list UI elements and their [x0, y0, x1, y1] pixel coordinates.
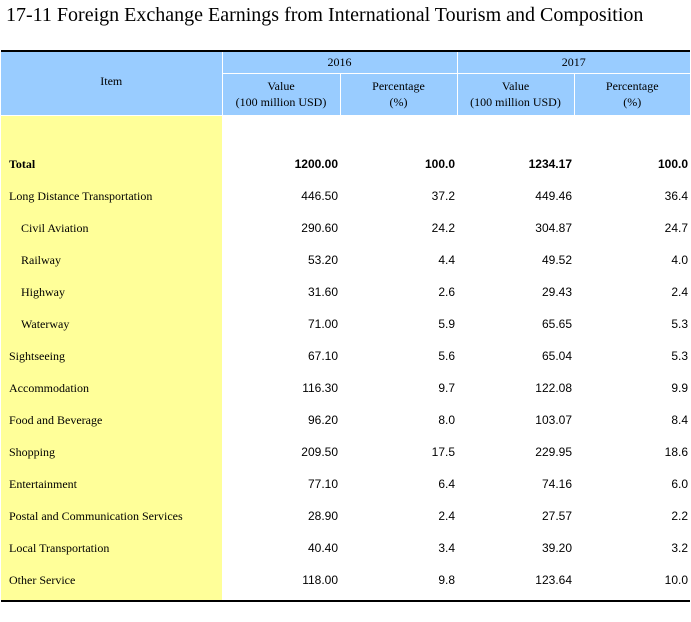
value-2017: 27.57 [541, 509, 572, 523]
table-row: Long Distance Transportation 446.50 37.2… [1, 180, 690, 212]
value-2017: 49.52 [541, 253, 572, 267]
table-row: Waterway 71.00 5.9 65.65 5.3 [1, 308, 690, 340]
header-item: Item [1, 50, 223, 116]
percentage-2016: 37.2 [431, 189, 455, 203]
row-label: Other Service [1, 564, 222, 596]
value-2016: 290.60 [301, 221, 338, 235]
percentage-2016: 9.7 [438, 381, 455, 395]
table-row: Sightseeing 67.10 5.6 65.04 5.3 [1, 340, 690, 372]
table-row: Highway 31.60 2.6 29.43 2.4 [1, 276, 690, 308]
value-2017: 29.43 [541, 285, 572, 299]
row-label: Accommodation [1, 372, 222, 404]
table-row: Shopping 209.50 17.5 229.95 18.6 [1, 436, 690, 468]
table-row: Food and Beverage 96.20 8.0 103.07 8.4 [1, 404, 690, 436]
table-title: 17-11 Foreign Exchange Earnings from Int… [6, 4, 644, 26]
spacer-cell [1, 115, 222, 148]
value-2017: 39.20 [541, 541, 572, 555]
percentage-2016: 5.9 [438, 317, 455, 331]
value-2016: 116.30 [302, 381, 338, 395]
percentage-2016: 2.6 [438, 285, 455, 299]
percentage-2017: 9.9 [671, 381, 688, 395]
percentage-2016: 5.6 [438, 349, 455, 363]
row-label: Civil Aviation [1, 212, 222, 244]
row-label: Highway [1, 276, 222, 308]
row-label: Waterway [1, 308, 222, 340]
percentage-2016: 3.4 [438, 541, 455, 555]
value-2016: 31.60 [307, 285, 338, 299]
row-label: Food and Beverage [1, 404, 222, 436]
percentage-2016: 100.0 [424, 157, 455, 171]
value-2017: 123.64 [535, 573, 572, 587]
value-2017: 304.87 [535, 221, 572, 235]
value-2016: 40.40 [307, 541, 338, 555]
row-label: Railway [1, 244, 222, 276]
percentage-2016: 24.2 [431, 221, 455, 235]
header-value-unit-2016: (100 million USD) [221, 94, 341, 116]
row-label: Long Distance Transportation [1, 180, 222, 212]
percentage-2017: 3.2 [671, 541, 688, 555]
value-2016: 28.90 [307, 509, 338, 523]
percentage-2017: 2.2 [671, 509, 688, 523]
header-value-2016: Value [221, 73, 341, 94]
header-value-2017: Value [456, 73, 575, 94]
table-row: Total 1200.00 100.0 1234.17 100.0 [1, 148, 690, 180]
row-label: Shopping [1, 436, 222, 468]
percentage-2017: 6.0 [671, 477, 688, 491]
header-percentage-unit-2017: (%) [573, 94, 690, 116]
row-label: Local Transportation [1, 532, 222, 564]
value-2016: 53.20 [307, 253, 338, 267]
row-label: Total [1, 148, 222, 180]
percentage-2017: 2.4 [671, 285, 688, 299]
row-label: Entertainment [1, 468, 222, 500]
table-row: Postal and Communication Services 28.90 … [1, 500, 690, 532]
value-2017: 65.04 [541, 349, 572, 363]
table-row: Local Transportation 40.40 3.4 39.20 3.2 [1, 532, 690, 564]
header-year-2016: 2016 [221, 50, 458, 74]
percentage-2016: 17.5 [431, 445, 455, 459]
percentage-2016: 8.0 [438, 413, 455, 427]
table-row: Other Service 118.00 9.8 123.64 10.0 [1, 564, 690, 596]
header-percentage-2016: Percentage [339, 73, 458, 94]
row-label: Postal and Communication Services [1, 500, 222, 532]
value-2017: 74.16 [541, 477, 572, 491]
percentage-2017: 36.4 [664, 189, 688, 203]
header-year-2017: 2017 [456, 50, 690, 74]
percentage-2017: 24.7 [664, 221, 688, 235]
value-2016: 118.00 [302, 573, 338, 587]
value-2017: 65.65 [541, 317, 572, 331]
table-row: Civil Aviation 290.60 24.2 304.87 24.7 [1, 212, 690, 244]
header-percentage-unit-2016: (%) [339, 94, 458, 116]
header-value-unit-2017: (100 million USD) [456, 94, 575, 116]
value-2016: 96.20 [307, 413, 338, 427]
value-2017: 122.08 [535, 381, 572, 395]
value-2017: 229.95 [535, 445, 572, 459]
percentage-2017: 100.0 [657, 157, 688, 171]
percentage-2016: 9.8 [438, 573, 455, 587]
percentage-2017: 10.0 [664, 573, 688, 587]
percentage-2016: 2.4 [438, 509, 455, 523]
value-2017: 103.07 [535, 413, 572, 427]
value-2016: 67.10 [307, 349, 338, 363]
value-2017: 449.46 [535, 189, 572, 203]
table-row: Accommodation 116.30 9.7 122.08 9.9 [1, 372, 690, 404]
value-2016: 209.50 [301, 445, 338, 459]
header-percentage-2017: Percentage [573, 73, 690, 94]
table-row: Entertainment 77.10 6.4 74.16 6.0 [1, 468, 690, 500]
percentage-2017: 18.6 [664, 445, 688, 459]
table-row: Railway 53.20 4.4 49.52 4.0 [1, 244, 690, 276]
percentage-2017: 4.0 [671, 253, 688, 267]
percentage-2016: 4.4 [438, 253, 455, 267]
row-label: Sightseeing [1, 340, 222, 372]
tourism-earnings-table: Item 2016 2017 Value Percentage Value Pe… [1, 50, 690, 602]
value-2016: 446.50 [301, 189, 338, 203]
value-2017: 1234.17 [528, 157, 572, 171]
value-2016: 77.10 [307, 477, 338, 491]
percentage-2016: 6.4 [438, 477, 455, 491]
spacer-cell [1, 596, 222, 602]
value-2016: 1200.00 [294, 157, 338, 171]
percentage-2017: 5.3 [671, 317, 688, 331]
percentage-2017: 8.4 [671, 413, 688, 427]
percentage-2017: 5.3 [671, 349, 688, 363]
value-2016: 71.00 [307, 317, 338, 331]
